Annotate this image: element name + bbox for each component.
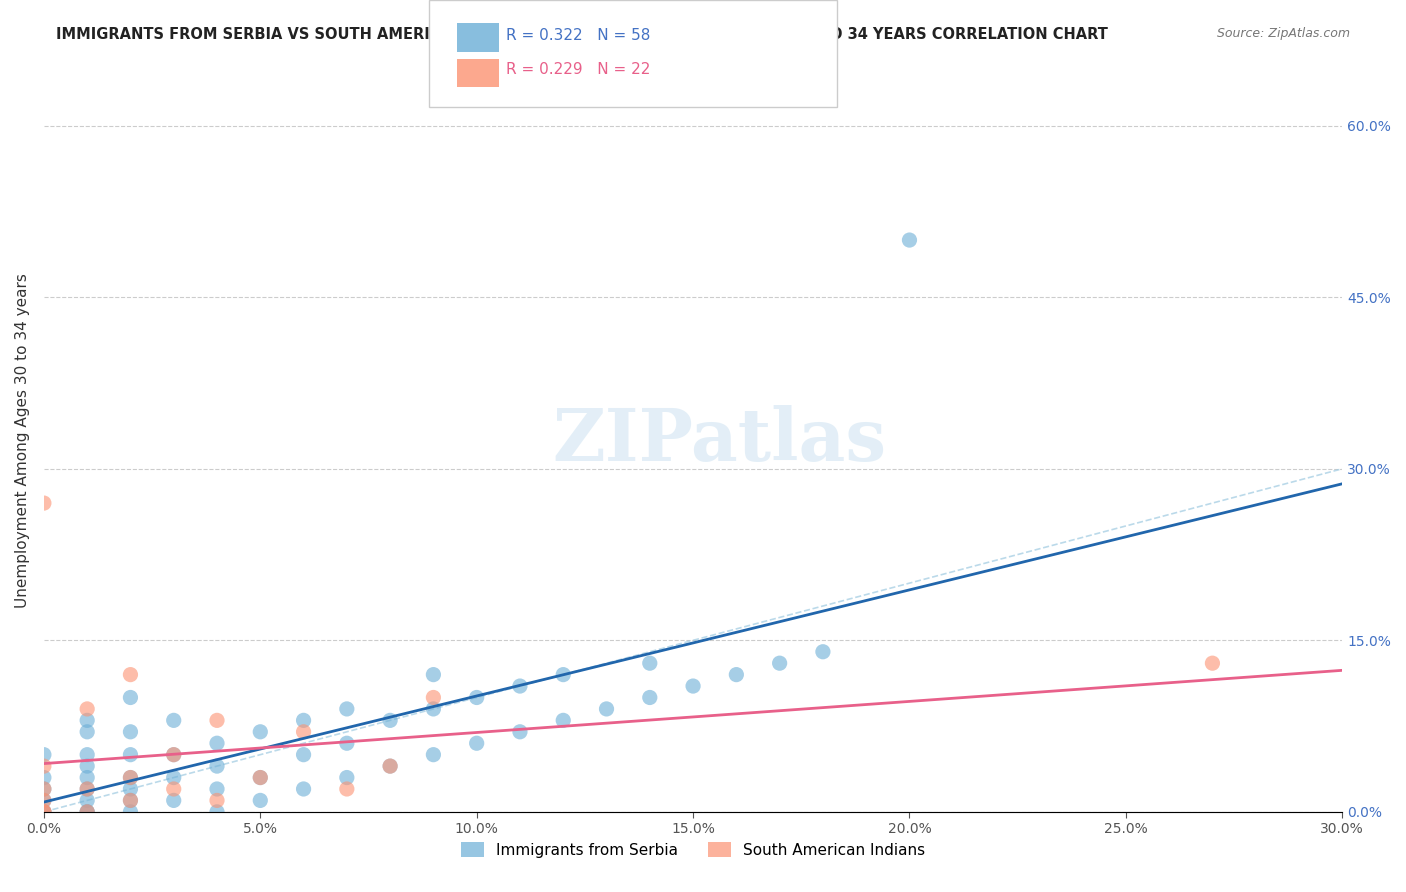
Point <box>76 805 98 819</box>
Legend: Immigrants from Serbia, South American Indians: Immigrants from Serbia, South American I… <box>454 836 932 863</box>
Point <box>76 805 98 819</box>
Point <box>120 690 142 705</box>
Point <box>120 793 142 807</box>
Point <box>378 759 401 773</box>
Point <box>422 667 444 681</box>
Point <box>205 714 228 728</box>
Point <box>32 496 55 510</box>
Point <box>205 736 228 750</box>
Point <box>120 805 142 819</box>
Point <box>120 793 142 807</box>
Text: IMMIGRANTS FROM SERBIA VS SOUTH AMERICAN INDIAN UNEMPLOYMENT AMONG AGES 30 TO 34: IMMIGRANTS FROM SERBIA VS SOUTH AMERICAN… <box>56 27 1108 42</box>
Point <box>32 805 55 819</box>
Point <box>336 702 359 716</box>
Point <box>120 771 142 785</box>
Point <box>205 759 228 773</box>
Point <box>32 782 55 797</box>
Point <box>205 782 228 797</box>
Point <box>898 233 921 247</box>
Point <box>249 793 271 807</box>
Point <box>336 771 359 785</box>
Point <box>595 702 617 716</box>
Point <box>76 782 98 797</box>
Point <box>32 793 55 807</box>
Point <box>725 667 748 681</box>
Point <box>422 747 444 762</box>
Point <box>76 805 98 819</box>
Point <box>465 736 488 750</box>
Point <box>292 724 315 739</box>
Point <box>76 747 98 762</box>
Point <box>553 667 575 681</box>
Point <box>76 702 98 716</box>
Point <box>163 747 186 762</box>
Point <box>682 679 704 693</box>
Point <box>292 714 315 728</box>
Point <box>32 805 55 819</box>
Point <box>638 690 661 705</box>
Point <box>32 805 55 819</box>
Point <box>465 690 488 705</box>
Point <box>553 714 575 728</box>
Point <box>120 771 142 785</box>
Point <box>336 736 359 750</box>
Point <box>163 771 186 785</box>
Point <box>120 782 142 797</box>
Point <box>120 747 142 762</box>
Point <box>32 747 55 762</box>
Text: Source: ZipAtlas.com: Source: ZipAtlas.com <box>1216 27 1350 40</box>
Text: R = 0.322   N = 58: R = 0.322 N = 58 <box>506 29 651 43</box>
Point <box>205 805 228 819</box>
Point <box>811 645 834 659</box>
Point <box>378 714 401 728</box>
Point <box>120 667 142 681</box>
Point <box>205 793 228 807</box>
Point <box>76 759 98 773</box>
Text: R = 0.229   N = 22: R = 0.229 N = 22 <box>506 62 651 77</box>
Point <box>769 656 792 670</box>
Point <box>336 782 359 797</box>
Point <box>378 759 401 773</box>
Y-axis label: Unemployment Among Ages 30 to 34 years: Unemployment Among Ages 30 to 34 years <box>15 273 30 607</box>
Point <box>32 759 55 773</box>
Point <box>509 679 531 693</box>
Point <box>76 793 98 807</box>
Text: ZIPatlas: ZIPatlas <box>553 405 886 475</box>
Point <box>638 656 661 670</box>
Point <box>1201 656 1223 670</box>
Point <box>249 771 271 785</box>
Point <box>163 782 186 797</box>
Point <box>163 747 186 762</box>
Point <box>249 724 271 739</box>
Point <box>422 702 444 716</box>
Point <box>292 747 315 762</box>
Point <box>32 793 55 807</box>
Point <box>163 714 186 728</box>
Point <box>76 714 98 728</box>
Point <box>120 724 142 739</box>
Point <box>76 771 98 785</box>
Point <box>32 782 55 797</box>
Point <box>32 805 55 819</box>
Point <box>509 724 531 739</box>
Point <box>249 771 271 785</box>
Point <box>292 782 315 797</box>
Point <box>422 690 444 705</box>
Point <box>76 782 98 797</box>
Point <box>163 793 186 807</box>
Point <box>76 724 98 739</box>
Point <box>32 771 55 785</box>
